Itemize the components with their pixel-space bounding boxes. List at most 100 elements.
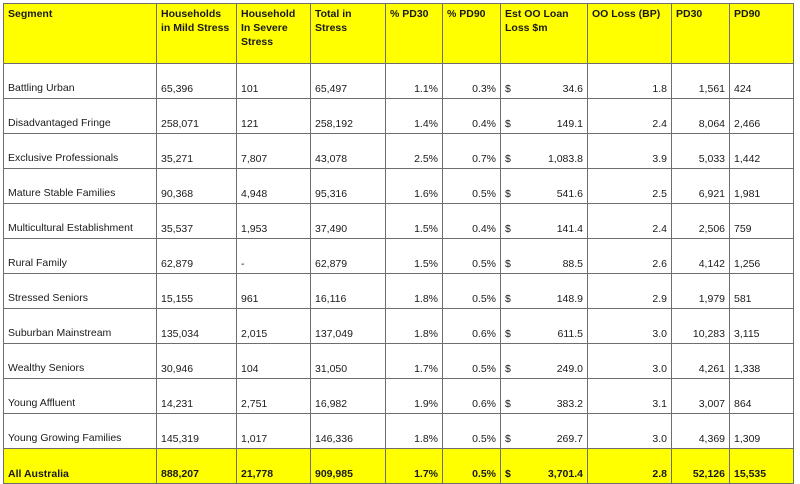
cell-pd90: 1,256: [729, 238, 794, 274]
cell-total: 258,192: [310, 98, 386, 134]
cell-mild: 14,231: [156, 378, 237, 414]
cell-loan-loss: $249.0: [500, 343, 588, 379]
cell-severe: 961: [236, 273, 311, 309]
currency-symbol: $: [505, 468, 511, 480]
cell-pd90: 2,466: [729, 98, 794, 134]
cell-oo-loss-bp: 3.9: [587, 133, 672, 169]
cell-pd30-pct: 1.8%: [385, 308, 443, 344]
cell-oo-loss-bp: 3.1: [587, 378, 672, 414]
cell-oo-loss-bp: 2.4: [587, 98, 672, 134]
cell-pd30-pct: 1.9%: [385, 378, 443, 414]
cell-pd90-pct: 0.5%: [442, 413, 501, 449]
cell-total: 37,490: [310, 203, 386, 239]
header-total-stress: Total in Stress: [310, 3, 386, 64]
total-loan-loss: $3,701.4: [500, 448, 588, 484]
cell-pd90: 1,309: [729, 413, 794, 449]
cell-pd30: 4,261: [671, 343, 730, 379]
cell-mild: 145,319: [156, 413, 237, 449]
loan-loss-value: 541.6: [556, 188, 583, 200]
cell-loan-loss: $541.6: [500, 168, 588, 204]
header-row: Segment Households in Mild Stress Househ…: [3, 3, 794, 64]
cell-loan-loss: $88.5: [500, 238, 588, 274]
cell-mild: 62,879: [156, 238, 237, 274]
cell-severe: 2,015: [236, 308, 311, 344]
table-row: Young Affluent 14,231 2,751 16,982 1.9% 0.6% $…: [3, 378, 794, 414]
cell-loan-loss: $269.7: [500, 413, 588, 449]
cell-severe: 1,953: [236, 203, 311, 239]
currency-symbol: $: [505, 328, 511, 340]
cell-pd30-pct: 1.5%: [385, 203, 443, 239]
cell-segment: Multicultural Establishment: [3, 203, 157, 239]
mortgage-stress-table: Segment Households in Mild Stress Househ…: [3, 3, 794, 484]
cell-pd90-pct: 0.6%: [442, 378, 501, 414]
cell-total: 16,982: [310, 378, 386, 414]
cell-total: 146,336: [310, 413, 386, 449]
table-row: Wealthy Seniors 30,946 104 31,050 1.7% 0.5% $2…: [3, 343, 794, 379]
cell-severe: 104: [236, 343, 311, 379]
cell-pd90: 424: [729, 63, 794, 99]
cell-segment: Suburban Mainstream: [3, 308, 157, 344]
header-segment: Segment: [3, 3, 157, 64]
cell-total: 65,497: [310, 63, 386, 99]
cell-pd90: 864: [729, 378, 794, 414]
cell-pd90-pct: 0.3%: [442, 63, 501, 99]
currency-symbol: $: [505, 293, 511, 305]
total-total: 909,985: [310, 448, 386, 484]
currency-symbol: $: [505, 363, 511, 375]
loan-loss-value: 383.2: [556, 398, 583, 410]
loan-loss-value: 141.4: [556, 223, 583, 235]
cell-pd30-pct: 1.8%: [385, 413, 443, 449]
table-row: Battling Urban 65,396 101 65,497 1.1% 0.3% $34…: [3, 63, 794, 99]
cell-loan-loss: $34.6: [500, 63, 588, 99]
cell-severe: 4,948: [236, 168, 311, 204]
cell-pd90-pct: 0.5%: [442, 343, 501, 379]
cell-pd30: 2,506: [671, 203, 730, 239]
cell-pd30-pct: 1.5%: [385, 238, 443, 274]
currency-symbol: $: [505, 83, 511, 95]
currency-symbol: $: [505, 223, 511, 235]
cell-pd90: 759: [729, 203, 794, 239]
cell-severe: 101: [236, 63, 311, 99]
cell-mild: 30,946: [156, 343, 237, 379]
cell-segment: Battling Urban: [3, 63, 157, 99]
cell-mild: 258,071: [156, 98, 237, 134]
cell-segment: Mature Stable Families: [3, 168, 157, 204]
total-severe: 21,778: [236, 448, 311, 484]
total-row: All Australia 888,207 21,778 909,985 1.7…: [3, 448, 794, 484]
cell-pd30: 1,561: [671, 63, 730, 99]
cell-pd90: 3,115: [729, 308, 794, 344]
cell-loan-loss: $383.2: [500, 378, 588, 414]
table-row: Suburban Mainstream 135,034 2,015 137,049 1.…: [3, 308, 794, 344]
header-loan-loss: Est OO Loan Loss $m: [500, 3, 588, 64]
cell-segment: Wealthy Seniors: [3, 343, 157, 379]
header-mild-stress: Households in Mild Stress: [156, 3, 237, 64]
cell-segment: Exclusive Professionals: [3, 133, 157, 169]
total-segment: All Australia: [3, 448, 157, 484]
cell-oo-loss-bp: 3.0: [587, 343, 672, 379]
header-pd30-pct: % PD30: [385, 3, 443, 64]
cell-loan-loss: $148.9: [500, 273, 588, 309]
cell-pd90: 1,338: [729, 343, 794, 379]
table-row: Stressed Seniors 15,155 961 16,116 1.8% 0.5% $…: [3, 273, 794, 309]
cell-severe: 1,017: [236, 413, 311, 449]
cell-pd90-pct: 0.5%: [442, 273, 501, 309]
stress-table-container: Segment Households in Mild Stress Househ…: [3, 3, 794, 484]
loan-loss-value: 88.5: [562, 258, 583, 270]
cell-oo-loss-bp: 2.5: [587, 168, 672, 204]
header-pd90-pct: % PD90: [442, 3, 501, 64]
cell-pd90: 1,981: [729, 168, 794, 204]
cell-loan-loss: $149.1: [500, 98, 588, 134]
cell-severe: 2,751: [236, 378, 311, 414]
total-pd90: 15,535: [729, 448, 794, 484]
cell-pd90-pct: 0.6%: [442, 308, 501, 344]
header-oo-loss-bp: OO Loss (BP): [587, 3, 672, 64]
cell-pd30-pct: 1.4%: [385, 98, 443, 134]
cell-oo-loss-bp: 2.6: [587, 238, 672, 274]
cell-mild: 15,155: [156, 273, 237, 309]
loan-loss-value: 1,083.8: [547, 153, 583, 165]
cell-mild: 35,271: [156, 133, 237, 169]
cell-pd30-pct: 1.8%: [385, 273, 443, 309]
currency-symbol: $: [505, 153, 511, 165]
total-pd30: 52,126: [671, 448, 730, 484]
cell-pd30: 4,369: [671, 413, 730, 449]
